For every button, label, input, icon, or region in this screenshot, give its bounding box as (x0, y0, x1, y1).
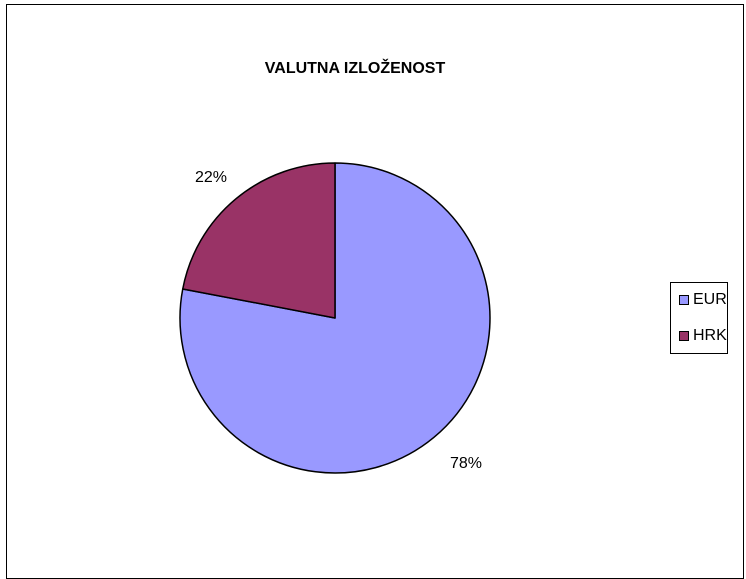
legend-label-eur: EUR (693, 291, 727, 308)
chart-title: VALUTNA IZLOŽENOST (264, 60, 446, 77)
legend-item-hrk: HRK (679, 327, 727, 345)
pie-slice-eur (179, 162, 491, 474)
pie-slice-hrk (181, 162, 336, 319)
legend-swatch-eur (679, 295, 689, 305)
legend-label-hrk: HRK (693, 327, 727, 344)
legend-item-eur: EUR (679, 291, 727, 309)
legend-swatch-hrk (679, 331, 689, 341)
legend: EUR HRK (670, 282, 728, 354)
data-label-eur: 78% (450, 455, 482, 472)
data-label-hrk: 22% (195, 169, 227, 186)
